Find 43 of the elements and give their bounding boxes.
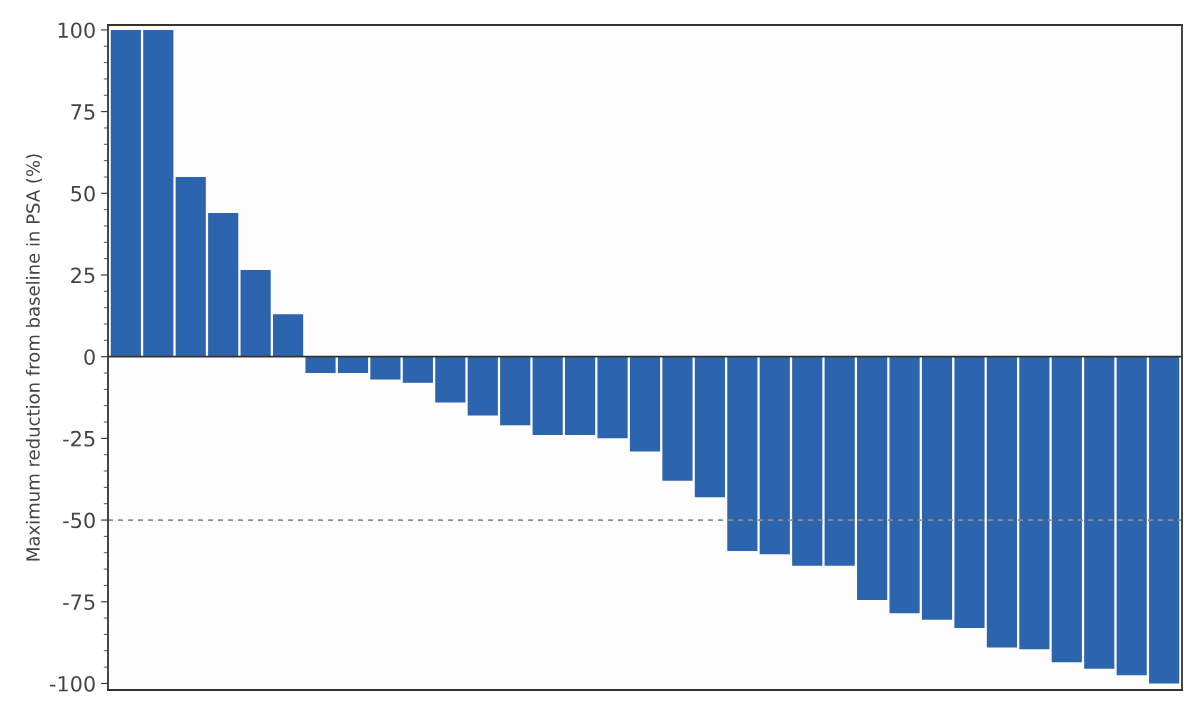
bar bbox=[727, 356, 758, 552]
bar bbox=[532, 356, 563, 436]
bar bbox=[1019, 356, 1050, 650]
y-axis-title: Maximum reduction from baseline in PSA (%) bbox=[25, 154, 42, 561]
bar bbox=[824, 356, 855, 566]
y-tick-label: 50 bbox=[71, 185, 95, 202]
bar bbox=[435, 356, 466, 403]
bar bbox=[629, 356, 661, 452]
bar bbox=[597, 356, 628, 439]
bar bbox=[370, 356, 401, 380]
y-tick-label: 0 bbox=[84, 349, 95, 365]
bar bbox=[143, 29, 174, 357]
bar bbox=[662, 356, 693, 481]
bar bbox=[240, 270, 271, 357]
bar bbox=[305, 356, 336, 374]
bar bbox=[694, 356, 725, 498]
bar bbox=[1084, 356, 1115, 669]
bar bbox=[208, 212, 239, 357]
bar bbox=[759, 356, 790, 555]
y-tick-label: 25 bbox=[71, 267, 95, 284]
bar bbox=[175, 176, 206, 357]
bar bbox=[337, 356, 369, 374]
bar bbox=[272, 314, 304, 357]
bar bbox=[500, 356, 531, 426]
y-tick-label: 100 bbox=[58, 22, 95, 39]
y-tick-label: 75 bbox=[71, 104, 95, 120]
bar bbox=[889, 356, 920, 614]
bar bbox=[110, 29, 141, 357]
y-tick-label: -25 bbox=[63, 430, 95, 447]
y-tick-label: -75 bbox=[63, 594, 95, 610]
bar bbox=[402, 356, 433, 383]
bar bbox=[1116, 356, 1147, 676]
y-tick-label: -100 bbox=[49, 675, 95, 692]
bar bbox=[792, 356, 823, 566]
bar bbox=[565, 356, 596, 436]
bar bbox=[467, 356, 498, 416]
bar bbox=[954, 356, 985, 628]
bar bbox=[857, 356, 888, 601]
bar bbox=[986, 356, 1018, 648]
bar bbox=[1149, 356, 1180, 684]
bar bbox=[1051, 356, 1082, 663]
bar bbox=[921, 356, 953, 620]
y-tick-label: -50 bbox=[63, 512, 95, 529]
